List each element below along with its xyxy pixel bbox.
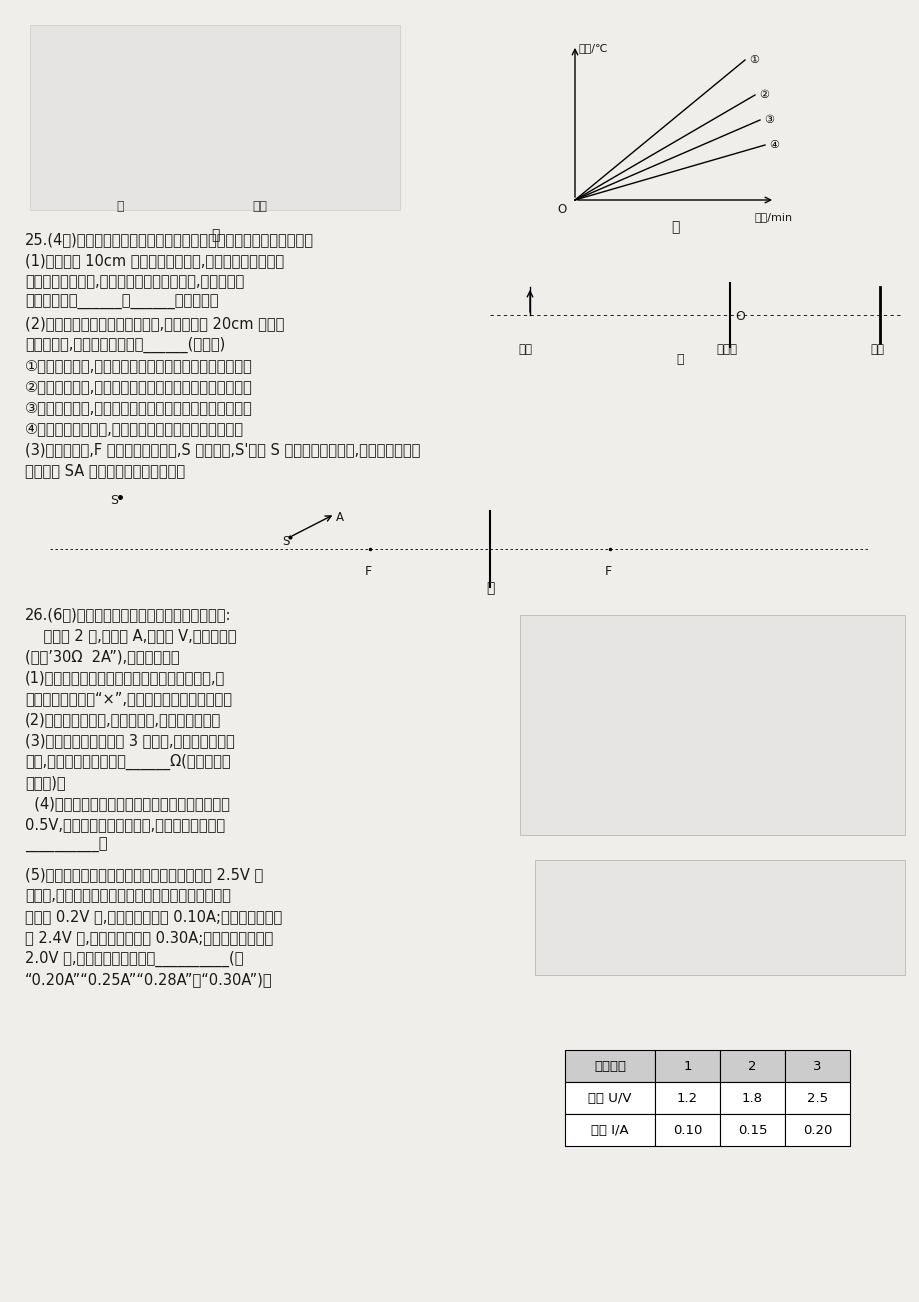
Bar	[784, 1115, 849, 1146]
Text: S': S'	[110, 493, 121, 506]
Text: ①向左移动蜡烛,可以在光屏上得到蜡烛缩小的清晰的实像: ①向左移动蜡烛,可以在光屏上得到蜡烛缩小的清晰的实像	[25, 358, 253, 372]
Text: (规格’30Ω  2A”),开关及导线。: (规格’30Ω 2A”),开关及导线。	[25, 648, 179, 664]
Text: 电流 I/A: 电流 I/A	[591, 1124, 628, 1137]
Text: 数据序号: 数据序号	[594, 1060, 625, 1073]
Text: 入射光线 SA 经过凸透镜之后的光线。: 入射光线 SA 经过凸透镜之后的光线。	[25, 464, 185, 478]
Text: (1)他连接了如图所示的电路，接错了一根导线,请: (1)他连接了如图所示的电路，接错了一根导线,请	[25, 671, 225, 685]
Text: (3)他按正确步骤进行了 3 次实验,记录数据如下表: (3)他按正确步骤进行了 3 次实验,记录数据如下表	[25, 733, 234, 749]
Text: 甲: 甲	[210, 228, 219, 242]
Text: F: F	[605, 565, 611, 578]
Bar	[564, 1049, 654, 1082]
Text: ②向左移动蜡烛,可以在光屏上得到蜡烛放大的清晰的实像: ②向左移动蜡烛,可以在光屏上得到蜡烛放大的清晰的实像	[25, 379, 253, 395]
Text: 蜡烛: 蜡烛	[517, 342, 531, 355]
Text: 0.20: 0.20	[802, 1124, 832, 1137]
Text: 1.2: 1.2	[676, 1091, 698, 1104]
Text: 你在这根导线上打“×”,并补画出正确的那根导线。: 你在这根导线上打“×”,并补画出正确的那根导线。	[25, 691, 232, 706]
Text: ③向右移动蜡烛,可以在光屏上得到蜡烛放大的清晰的实像: ③向右移动蜡烛,可以在光屏上得到蜡烛放大的清晰的实像	[25, 400, 253, 415]
Text: 光屏: 光屏	[869, 342, 883, 355]
Text: 乙: 乙	[485, 581, 494, 595]
Bar	[654, 1115, 720, 1146]
Text: (1)用焦距为 10cm 的凸透镜进行实验,蜡烛和凸透镜放置在: (1)用焦距为 10cm 的凸透镜进行实验,蜡烛和凸透镜放置在	[25, 253, 284, 268]
Bar	[784, 1049, 849, 1082]
Text: ③: ③	[763, 115, 773, 125]
Text: 示数为 0.2V 时,电流表的示数为 0.10A;当电压表的示数: 示数为 0.2V 时,电流表的示数为 0.10A;当电压表的示数	[25, 909, 282, 924]
Text: 0.15: 0.15	[737, 1124, 766, 1137]
Text: 蜡烛清晰的、______、______立的实像。: 蜡烛清晰的、______、______立的实像。	[25, 296, 219, 310]
Bar	[720, 1115, 784, 1146]
Text: 时间/min: 时间/min	[754, 212, 792, 223]
Text: A: A	[335, 510, 344, 523]
Text: 位小数)。: 位小数)。	[25, 775, 65, 790]
Text: 2: 2	[747, 1060, 756, 1073]
Text: 镜继继实验,下列说法正确的是______(填序号): 镜继继实验,下列说法正确的是______(填序号)	[25, 337, 225, 353]
Text: ④: ④	[768, 141, 778, 150]
Bar	[564, 1115, 654, 1146]
Text: (5)他将上述实验中的定値电阔换成额定电压为 2.5V 的: (5)他将上述实验中的定値电阔换成额定电压为 2.5V 的	[25, 867, 263, 881]
Text: 0.5V,在不增加器材的情况下,可以采取的措施是: 0.5V,在不增加器材的情况下,可以采取的措施是	[25, 816, 225, 832]
Text: S: S	[282, 535, 289, 548]
Text: O: O	[734, 310, 744, 323]
Text: ④无论怎样移动蜡烛,在光屏上都得不到蜡烛的清晰的像: ④无论怎样移动蜡烛,在光屏上都得不到蜡烛的清晰的像	[25, 421, 244, 436]
Text: ②: ②	[758, 90, 768, 100]
Text: (2)正确连接电路后,闭合开关前,应将滑动变阔器: (2)正确连接电路后,闭合开关前,应将滑动变阔器	[25, 712, 221, 727]
Text: F: F	[365, 565, 371, 578]
Text: 干电池 2 节,电流表 A,电压表 V,滑动变阔器: 干电池 2 节,电流表 A,电压表 V,滑动变阔器	[25, 628, 236, 643]
Bar	[535, 861, 904, 975]
Text: 乙: 乙	[670, 220, 678, 234]
Text: O: O	[556, 203, 565, 216]
Text: 如图甲所示的位置,将光屏移动到图示位置时,光屏上得到: 如图甲所示的位置,将光屏移动到图示位置时,光屏上得到	[25, 273, 244, 289]
Text: (2)保持凸透镜和光屏的位置不变,换用焦距为 20cm 的凸透: (2)保持凸透镜和光屏的位置不变,换用焦距为 20cm 的凸透	[25, 316, 284, 331]
Bar	[654, 1049, 720, 1082]
Text: 3: 3	[812, 1060, 821, 1073]
Text: 为 2.4V 时,电流表的示数为 0.30A;则电压表的示数为: 为 2.4V 时,电流表的示数为 0.30A;则电压表的示数为	[25, 930, 273, 945]
Text: 26.(6分)某同学用下列器材测量定值电阔的阻値:: 26.(6分)某同学用下列器材测量定值电阔的阻値:	[25, 607, 232, 622]
Text: 2.0V 时,电流表的示数可能为__________(填: 2.0V 时,电流表的示数可能为__________(填	[25, 950, 244, 967]
Text: 煤油: 煤油	[252, 201, 267, 214]
Text: 1: 1	[683, 1060, 691, 1073]
Text: 凸透镜: 凸透镜	[715, 342, 736, 355]
Text: 温度/℃: 温度/℃	[578, 43, 607, 53]
Text: ①: ①	[748, 55, 758, 65]
Bar	[519, 615, 904, 835]
Bar	[654, 1082, 720, 1115]
Text: 2.5: 2.5	[806, 1091, 827, 1104]
Text: 水: 水	[116, 201, 124, 214]
Text: 25.(4分)某同学用蜡烛、凸透镜和光屏等器材探究凸透镜成像的规律。: 25.(4分)某同学用蜡烛、凸透镜和光屏等器材探究凸透镜成像的规律。	[25, 232, 313, 247]
Text: 电压 U/V: 电压 U/V	[587, 1091, 631, 1104]
Text: 小灯泡,用同样的方法测定小灯泡的电阔。当电压表的: 小灯泡,用同样的方法测定小灯泡的电阔。当电压表的	[25, 888, 231, 904]
Text: 甲: 甲	[675, 353, 683, 366]
Text: __________。: __________。	[25, 838, 108, 853]
Bar	[784, 1082, 849, 1115]
Bar	[30, 25, 400, 210]
Bar	[720, 1082, 784, 1115]
Text: (3)如图乙所示,F 表示凸透镜的焦点,S 表示蜡烛,S'表示 S 经凸透镜所成的像,请在图乙中画出: (3)如图乙所示,F 表示凸透镜的焦点,S 表示蜡烛,S'表示 S 经凸透镜所成…	[25, 441, 420, 457]
Bar	[720, 1049, 784, 1082]
Text: 0.10: 0.10	[672, 1124, 701, 1137]
Text: 1.8: 1.8	[742, 1091, 762, 1104]
Text: 所示,此定值电阔的阻値为______Ω(结果保留一: 所示,此定值电阔的阻値为______Ω(结果保留一	[25, 754, 231, 771]
Bar	[564, 1082, 654, 1115]
Text: “0.20A”“0.25A”“0.28A”或“0.30A”)。: “0.20A”“0.25A”“0.28A”或“0.30A”)。	[25, 973, 272, 987]
Text: (4)为了使并联在定値电阔两端的电压表的示数为: (4)为了使并联在定値电阔两端的电压表的示数为	[25, 796, 230, 811]
